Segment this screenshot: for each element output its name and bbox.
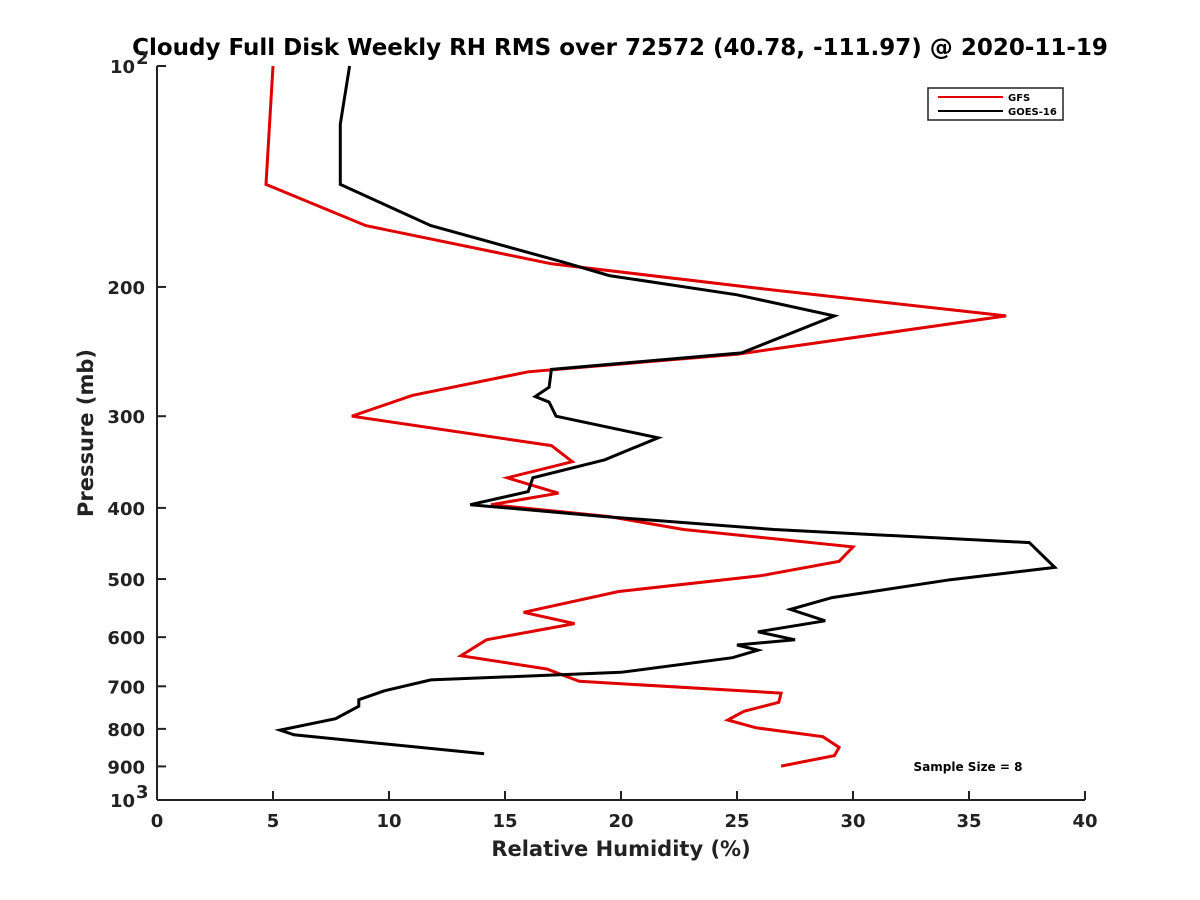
axes [156,66,1085,801]
y-tick-label-9: 10 [110,791,135,812]
y-tick-label-4: 500 [107,570,145,591]
series-line-gfs [264,65,1007,768]
y-tick-label-2: 300 [107,407,145,428]
y-tick-label-3: 400 [107,499,145,520]
y-tick-label-5: 600 [107,628,145,649]
legend-box [927,87,1064,121]
y-tick-label-1: 200 [107,278,145,299]
x-ticks: 0 5 10 15 20 25 30 35 40 [151,791,1098,832]
y-tick-label-0: 10 [110,57,135,78]
sample-size-annotation: Sample Size = 8 [914,760,1023,774]
legend-label-goes16: GOES-16 [1008,107,1057,118]
y-tick-label-8: 900 [107,757,145,778]
x-tick-label-3: 15 [492,811,517,832]
x-tick-label-6: 30 [840,811,865,832]
y-tick-exponent-9: 3 [136,782,149,803]
x-tick-label-8: 40 [1072,811,1097,832]
y-tick-label-6: 700 [107,677,145,698]
x-tick-label-0: 0 [151,811,164,832]
series-line-goes-16 [274,65,1059,756]
y-tick-label-7: 800 [107,720,145,741]
x-tick-label-5: 25 [724,811,749,832]
chart-title: Cloudy Full Disk Weekly RH RMS over 7257… [132,35,1108,61]
x-tick-label-2: 10 [376,811,401,832]
x-axis-label: Relative Humidity (%) [491,837,750,861]
x-tick-label-4: 20 [608,811,633,832]
x-tick-label-7: 35 [956,811,981,832]
y-axis-label: Pressure (mb) [74,349,98,517]
y-tick-exponent-0: 2 [136,48,149,69]
legend-label-gfs: GFS [1008,93,1030,104]
x-tick-label-1: 5 [267,811,280,832]
legend: GFS GOES-16 [927,87,1064,121]
series-layer [264,65,1059,768]
